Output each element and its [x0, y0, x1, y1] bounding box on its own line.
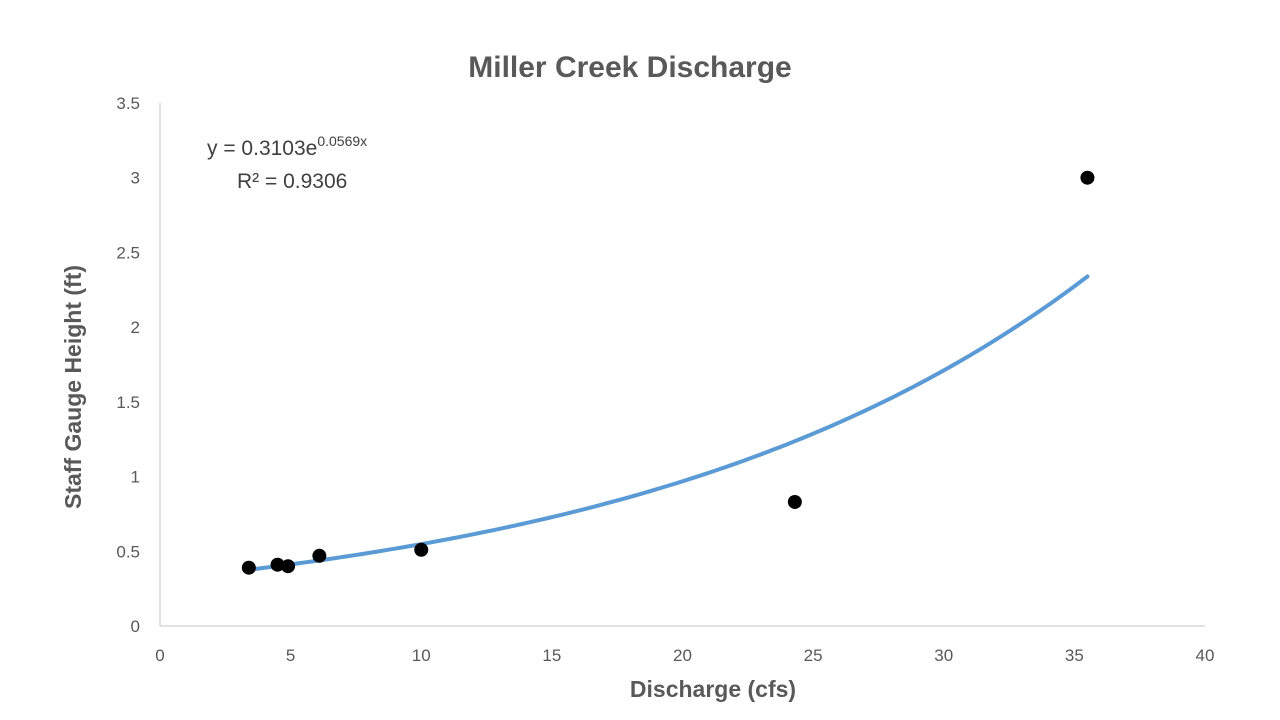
- data-point: [312, 548, 327, 563]
- x-axis-title: Discharge (cfs): [630, 676, 796, 702]
- x-tick-labels: 0 5 10 15 20 25 30 35 40: [155, 646, 1214, 665]
- axes: [159, 103, 1205, 627]
- trendline: [246, 274, 1090, 572]
- x-tick-label: 35: [1065, 646, 1084, 665]
- r-squared-label: R² = 0.9306: [237, 170, 347, 193]
- x-tick-label: 30: [934, 646, 953, 665]
- data-point: [1080, 170, 1095, 185]
- y-tick-label: 3: [131, 169, 140, 188]
- data-point: [787, 494, 802, 509]
- x-tick-label: 15: [542, 646, 561, 665]
- x-tick-label: 0: [155, 646, 164, 665]
- data-points: [241, 170, 1095, 575]
- chart-title: Miller Creek Discharge: [468, 51, 791, 84]
- y-tick-label: 3.5: [116, 94, 140, 113]
- y-tick-labels: 0 0.5 1 1.5 2 2.5 3 3.5: [116, 94, 140, 636]
- data-point: [414, 542, 429, 557]
- y-tick-label: 0: [131, 617, 140, 636]
- trendline-equation: y = 0.3103e0.0569x: [207, 133, 367, 160]
- x-tick-label: 10: [412, 646, 431, 665]
- trendline-group: [246, 274, 1090, 572]
- x-tick-label: 40: [1196, 646, 1215, 665]
- x-tick-label: 5: [286, 646, 295, 665]
- x-tick-label: 25: [804, 646, 823, 665]
- x-tick-label: 20: [673, 646, 692, 665]
- equation-prefix: y = 0.3103e: [207, 137, 317, 160]
- y-tick-label: 1.5: [116, 393, 140, 412]
- data-point: [270, 557, 285, 572]
- data-point: [241, 560, 256, 575]
- data-point: [281, 559, 296, 574]
- y-tick-label: 2.5: [116, 243, 140, 262]
- y-tick-label: 1: [131, 468, 140, 487]
- y-tick-label: 2: [131, 318, 140, 337]
- y-tick-label: 0.5: [116, 542, 140, 561]
- y-axis-title: Staff Gauge Height (ft): [60, 265, 86, 509]
- equation-exponent: 0.0569x: [317, 133, 367, 149]
